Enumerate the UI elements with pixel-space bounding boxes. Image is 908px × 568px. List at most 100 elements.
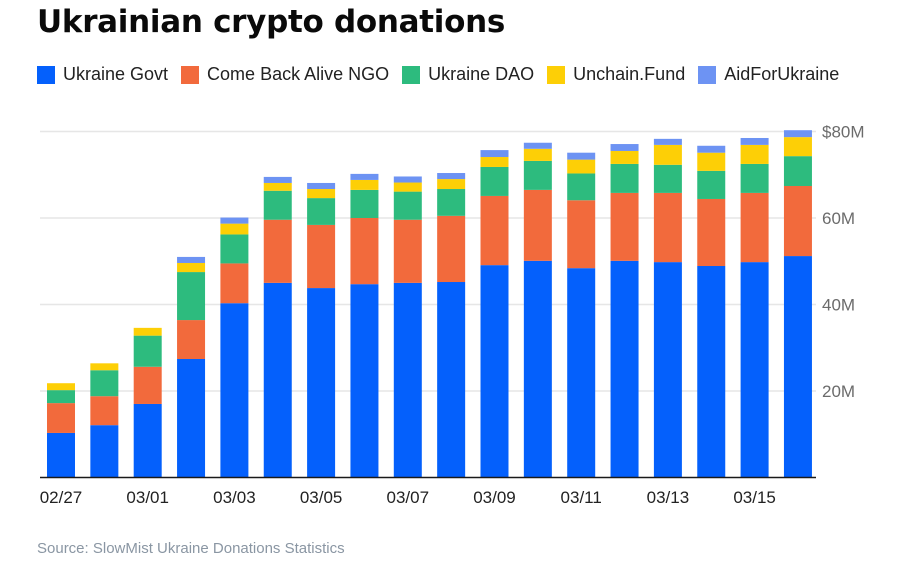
bar-segment-ukraine-govt bbox=[437, 282, 466, 478]
bar-segment-aidforukraine bbox=[220, 217, 249, 224]
gridlines bbox=[40, 130, 816, 392]
bar-stack-03-02 bbox=[177, 256, 206, 478]
bar-stack-03-01 bbox=[133, 327, 162, 478]
bar-segment-ukraine-dao bbox=[523, 160, 552, 190]
bar-segment-aidforukraine bbox=[177, 256, 206, 263]
bar-stack-03-08 bbox=[437, 173, 466, 478]
y-axis-ticks: 20M 40M 60M $80M bbox=[822, 123, 865, 402]
bar-segment-unchain-fund bbox=[177, 262, 206, 273]
bar-segment-aidforukraine bbox=[783, 130, 812, 138]
legend-label: AidForUkraine bbox=[724, 64, 840, 84]
x-tick-label: 03/13 bbox=[647, 488, 690, 507]
bar-segment-come-back-alive-ngo bbox=[437, 215, 466, 283]
bar-segment-unchain-fund bbox=[653, 144, 682, 165]
bar-stack-03-03 bbox=[220, 217, 249, 478]
y-tick-label: $80M bbox=[822, 123, 865, 142]
bar-segment-come-back-alive-ngo bbox=[783, 185, 812, 257]
x-tick-label: 03/09 bbox=[473, 488, 516, 507]
x-axis-ticks: 02/27 03/01 03/03 03/05 03/07 03/09 03/11 03/13… bbox=[40, 488, 776, 507]
bar-segment-unchain-fund bbox=[393, 182, 422, 192]
legend-label: Ukraine DAO bbox=[428, 64, 535, 84]
bar-segment-ukraine-govt bbox=[740, 262, 769, 478]
bar-stack-02-28 bbox=[90, 363, 119, 478]
bar-segment-unchain-fund bbox=[480, 157, 509, 167]
bar-stack-03-11 bbox=[567, 152, 596, 478]
bar-segment-unchain-fund bbox=[697, 152, 726, 171]
bar-segment-ukraine-dao bbox=[177, 272, 206, 321]
bar-segment-come-back-alive-ngo bbox=[90, 396, 119, 426]
bar-segment-unchain-fund bbox=[133, 327, 162, 336]
bar-segment-ukraine-govt bbox=[90, 425, 119, 478]
x-tick-label: 02/27 bbox=[40, 488, 83, 507]
x-tick-label: 03/07 bbox=[387, 488, 430, 507]
bar-segment-ukraine-govt bbox=[653, 262, 682, 478]
bar-segment-come-back-alive-ngo bbox=[393, 219, 422, 283]
bar-segment-come-back-alive-ngo bbox=[47, 403, 75, 433]
bar-segment-come-back-alive-ngo bbox=[740, 192, 769, 263]
bar-segment-ukraine-govt bbox=[393, 282, 422, 478]
bar-segment-come-back-alive-ngo bbox=[177, 320, 206, 359]
bar-segment-aidforukraine bbox=[567, 152, 596, 160]
bar-segment-ukraine-dao bbox=[567, 173, 596, 201]
bar-segment-aidforukraine bbox=[480, 150, 509, 158]
bar-stack-03-10 bbox=[523, 142, 552, 478]
bar-segment-ukraine-dao bbox=[697, 170, 726, 199]
legend-swatch bbox=[547, 65, 566, 84]
bar-segment-ukraine-dao bbox=[263, 190, 292, 220]
bar-segment-ukraine-dao bbox=[307, 198, 336, 225]
bar-segment-ukraine-dao bbox=[133, 335, 162, 367]
y-tick-label: 40M bbox=[822, 296, 855, 315]
legend-swatch bbox=[37, 65, 55, 84]
bar-segment-aidforukraine bbox=[653, 138, 682, 145]
legend: Ukraine Govt Come Back Alive NGO Ukraine… bbox=[37, 64, 852, 85]
legend-item-ukraine-dao: Ukraine DAO bbox=[402, 64, 534, 85]
bar-segment-unchain-fund bbox=[47, 383, 75, 391]
bar-segment-aidforukraine bbox=[437, 173, 466, 180]
bar-segment-come-back-alive-ngo bbox=[220, 263, 249, 304]
y-tick-label: 60M bbox=[822, 209, 855, 228]
bar-segment-ukraine-govt bbox=[567, 268, 596, 478]
bar-segment-ukraine-dao bbox=[610, 163, 639, 193]
bar-segment-ukraine-govt bbox=[263, 282, 292, 478]
bar-segment-ukraine-govt bbox=[480, 265, 509, 478]
bar-segment-unchain-fund bbox=[307, 189, 336, 199]
bar-segment-ukraine-dao bbox=[393, 191, 422, 220]
source-note: Source: SlowMist Ukraine Donations Stati… bbox=[37, 540, 345, 557]
bar-segment-aidforukraine bbox=[350, 173, 379, 180]
bar-segment-unchain-fund bbox=[437, 179, 466, 190]
bar-segment-come-back-alive-ngo bbox=[610, 192, 639, 261]
bar-segment-ukraine-govt bbox=[133, 403, 162, 478]
bar-segment-unchain-fund bbox=[783, 137, 812, 157]
x-tick-label: 03/11 bbox=[561, 488, 602, 507]
bar-segment-ukraine-dao bbox=[220, 234, 249, 264]
bar-stack-03-07 bbox=[393, 176, 422, 478]
x-tick-label: 03/05 bbox=[300, 488, 343, 507]
bar-stack-03-09 bbox=[480, 150, 509, 478]
bar-segment-ukraine-dao bbox=[740, 163, 769, 193]
bar-segment-come-back-alive-ngo bbox=[133, 366, 162, 404]
bar-segment-unchain-fund bbox=[90, 363, 119, 371]
legend-item-aidforukraine: AidForUkraine bbox=[698, 64, 839, 85]
bar-segment-ukraine-govt bbox=[47, 432, 75, 478]
bar-segment-come-back-alive-ngo bbox=[263, 219, 292, 283]
x-tick-label: 03/15 bbox=[733, 488, 776, 507]
bar-segment-ukraine-dao bbox=[350, 189, 379, 218]
chart-title: Ukrainian crypto donations bbox=[37, 4, 506, 40]
bars bbox=[47, 130, 812, 478]
y-tick-label: 20M bbox=[822, 382, 855, 401]
bar-stack-03-05 bbox=[307, 182, 336, 478]
bar-segment-ukraine-dao bbox=[653, 164, 682, 193]
legend-item-unchain-fund: Unchain.Fund bbox=[547, 64, 685, 85]
bar-segment-unchain-fund bbox=[740, 144, 769, 164]
bar-segment-unchain-fund bbox=[523, 148, 552, 161]
x-tick-label: 03/03 bbox=[213, 488, 256, 507]
bar-segment-come-back-alive-ngo bbox=[697, 198, 726, 267]
bar-segment-come-back-alive-ngo bbox=[653, 192, 682, 263]
bar-segment-ukraine-govt bbox=[177, 358, 206, 478]
bar-segment-come-back-alive-ngo bbox=[567, 200, 596, 269]
bar-segment-unchain-fund bbox=[220, 223, 249, 235]
bar-segment-unchain-fund bbox=[610, 150, 639, 164]
x-tick-label: 03/01 bbox=[126, 488, 169, 507]
bar-segment-come-back-alive-ngo bbox=[480, 195, 509, 266]
